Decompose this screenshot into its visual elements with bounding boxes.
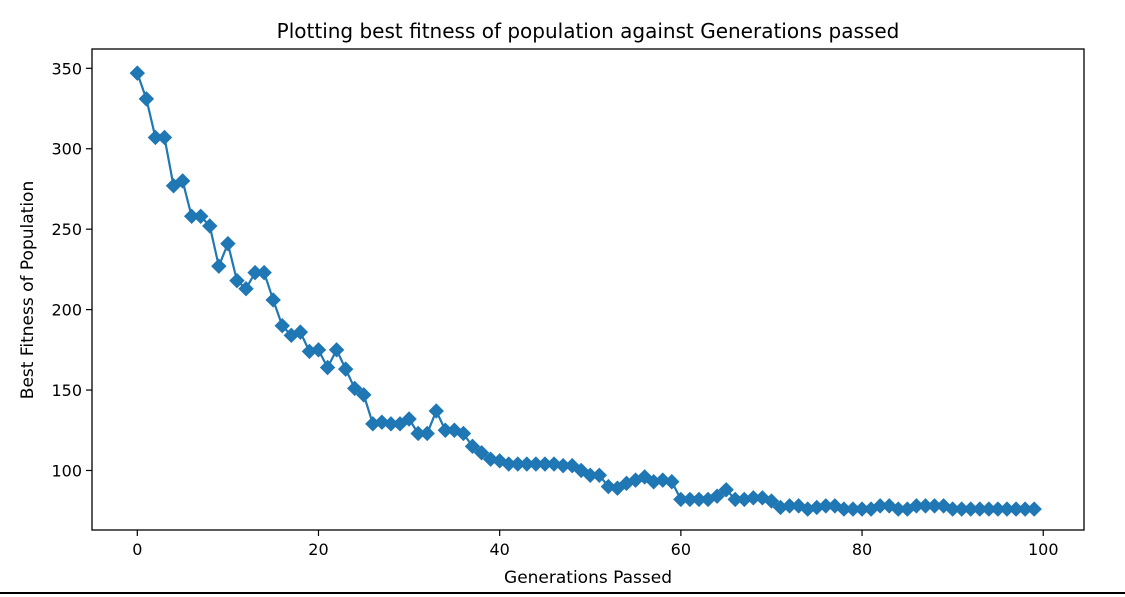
data-point	[455, 425, 472, 442]
data-point	[138, 91, 155, 107]
series-best-fitness	[129, 65, 1042, 517]
y-tick-label: 350	[51, 59, 82, 78]
x-tick-label: 20	[308, 540, 328, 559]
data-point	[763, 493, 780, 509]
data-point	[419, 425, 435, 442]
y-tick-label: 200	[51, 301, 82, 320]
data-point	[174, 173, 191, 189]
data-point	[347, 380, 363, 397]
x-tick-label: 0	[132, 540, 142, 559]
y-tick-label: 150	[51, 381, 82, 400]
bottom-rule	[0, 592, 1125, 594]
data-point	[229, 272, 245, 289]
data-point	[664, 474, 680, 490]
x-tick-label: 80	[852, 540, 872, 559]
data-point	[337, 361, 354, 377]
x-axis-label: Generations Passed	[504, 568, 672, 588]
x-tick-label: 40	[489, 540, 509, 559]
x-tick-label: 100	[1028, 540, 1059, 559]
y-tick-label: 250	[51, 220, 82, 239]
data-point	[193, 208, 209, 225]
data-point	[591, 467, 608, 484]
plot-frame	[91, 48, 1085, 531]
data-point	[328, 342, 345, 358]
x-tick-label: 60	[671, 540, 691, 559]
data-point	[1026, 501, 1042, 517]
chart-title: Plotting best fitness of population agai…	[277, 19, 900, 43]
data-point	[220, 235, 236, 252]
y-tick-label: 100	[51, 461, 82, 480]
data-point	[238, 280, 254, 297]
data-point	[156, 129, 173, 146]
data-point	[202, 218, 218, 234]
data-point	[356, 387, 372, 403]
series-line	[136, 72, 1035, 511]
y-axis-label: Best Fitness of Population	[18, 181, 38, 399]
data-point	[464, 438, 481, 455]
data-point	[292, 324, 309, 340]
data-point	[310, 342, 327, 358]
data-point	[473, 445, 490, 461]
data-point	[129, 65, 146, 81]
data-point	[319, 359, 336, 376]
data-point	[428, 403, 444, 419]
data-point	[211, 258, 227, 274]
x-axis: 0 20 40 60 80 100	[132, 530, 1059, 559]
data-point	[256, 264, 272, 281]
data-point	[709, 488, 725, 504]
data-point	[265, 292, 281, 308]
data-point	[401, 411, 417, 427]
data-point	[274, 317, 290, 334]
y-axis: 100 150 200 250 300 350	[51, 59, 92, 480]
data-point	[718, 482, 734, 498]
y-tick-label: 300	[51, 140, 82, 159]
